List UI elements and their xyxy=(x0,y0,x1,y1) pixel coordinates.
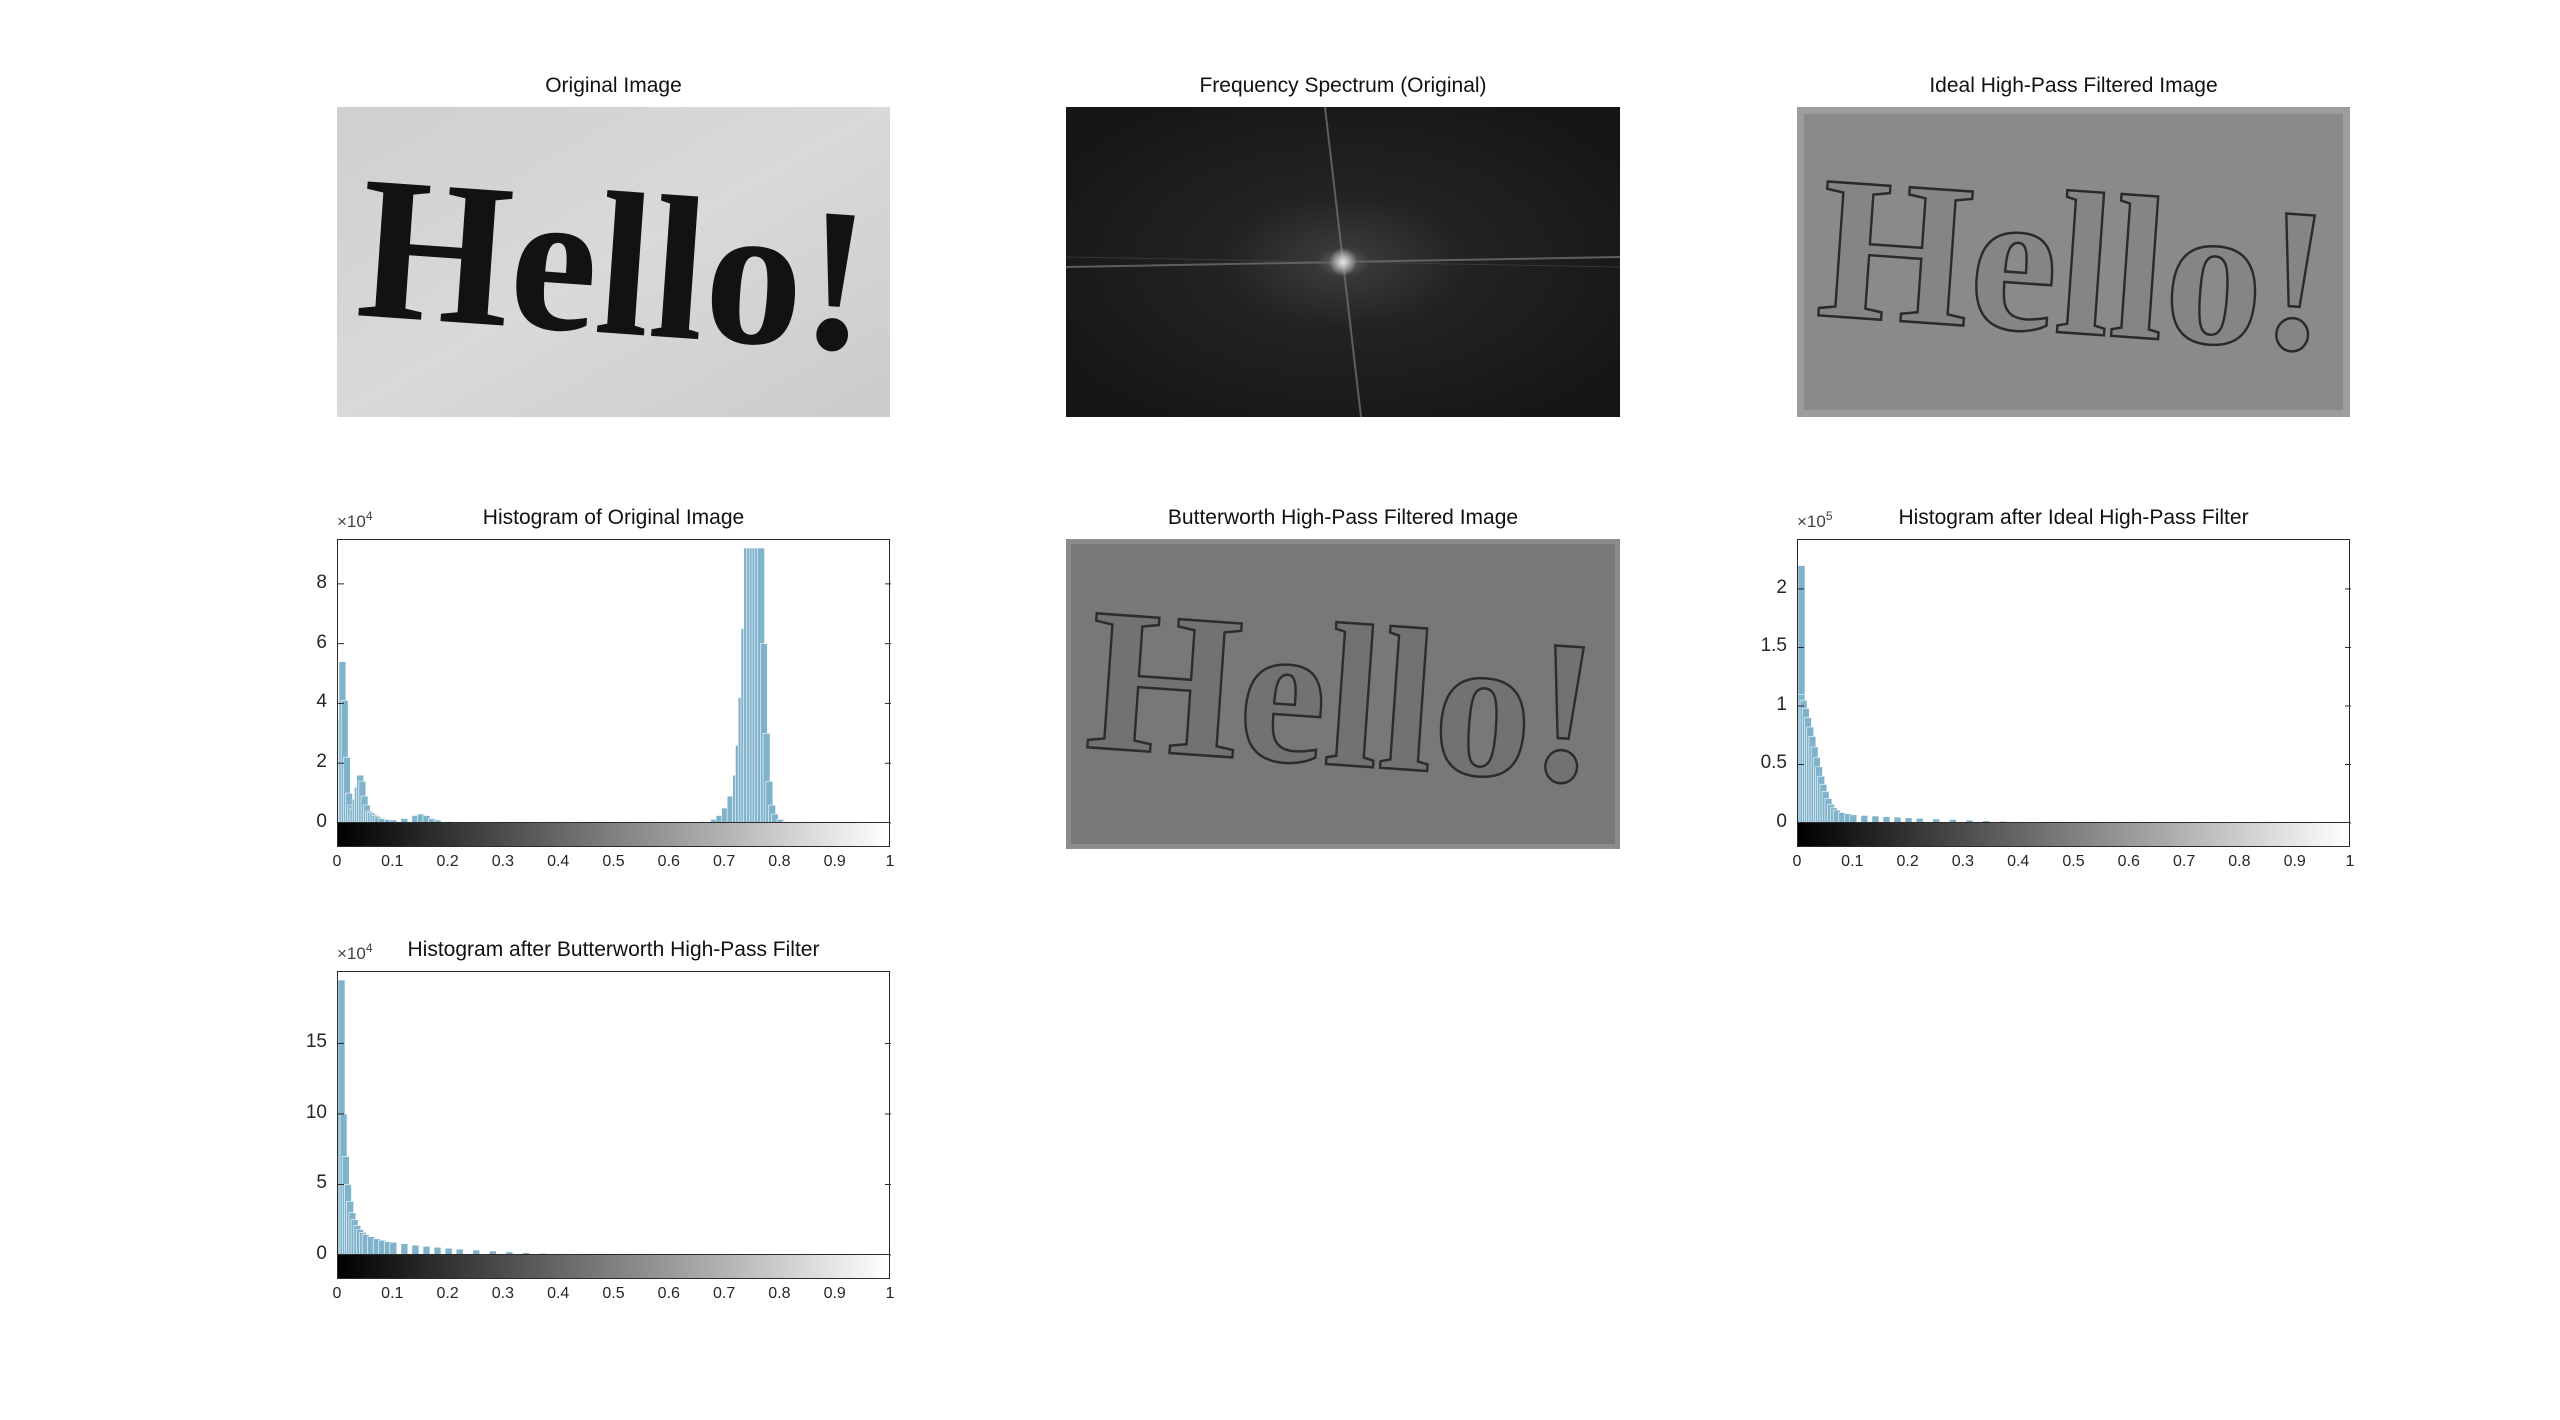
y-tick-label: 6 xyxy=(316,631,327,653)
original-image: Hello! xyxy=(337,107,890,417)
x-tick-label: 0.1 xyxy=(381,1285,404,1302)
x-tick-label: 0.3 xyxy=(491,853,515,870)
y-tick-label: 0 xyxy=(1776,811,1787,832)
y-exponent: ×105 xyxy=(1797,509,1833,531)
x-tick-label: 0.8 xyxy=(768,1285,791,1302)
y-tick-label: 5 xyxy=(316,1172,327,1194)
x-tick-label: 1 xyxy=(885,853,895,870)
x-tick-label: 0.2 xyxy=(436,1285,459,1302)
x-tick-label: 0.5 xyxy=(2062,853,2085,870)
panel-frequency-spectrum: Frequency Spectrum (Original) xyxy=(1066,74,1620,417)
butterworth-filtered-image: Hello! xyxy=(1066,539,1620,849)
x-tick-label: 0.7 xyxy=(712,853,736,870)
x-tick-label: 0.2 xyxy=(436,853,459,870)
x-tick-label: 0 xyxy=(332,1285,342,1302)
y-tick-label: 2 xyxy=(316,751,327,773)
axes xyxy=(337,971,891,1256)
chart-title: Histogram after Butterworth High-Pass Fi… xyxy=(407,938,820,961)
x-tick-label: 0.9 xyxy=(823,853,846,870)
hello-text: Hello! xyxy=(1081,565,1606,827)
x-tick-label: 0.8 xyxy=(2228,853,2251,870)
y-tick-label: 0.5 xyxy=(1760,752,1787,774)
x-tick-label: 0.5 xyxy=(602,1285,625,1302)
panel-original-image: Original Image Hello! xyxy=(337,74,890,417)
panel-ideal-filtered-image: Ideal High-Pass Filtered Image Hello! xyxy=(1797,74,2350,417)
y-tick-label: 0 xyxy=(316,811,327,832)
y-tick-label: 2 xyxy=(1776,576,1787,598)
y-tick-label: 0 xyxy=(316,1243,327,1264)
x-tick-label: 0.3 xyxy=(1951,853,1975,870)
y-tick-label: 10 xyxy=(305,1101,327,1123)
spectrum-image xyxy=(1066,107,1620,417)
x-tick-label: 0.2 xyxy=(1896,853,1919,870)
x-tick-label: 0 xyxy=(332,853,342,870)
chart-title: Histogram after Ideal High-Pass Filter xyxy=(1898,506,2249,529)
x-tick-label: 0 xyxy=(1792,853,1802,870)
panel-title: Ideal High-Pass Filtered Image xyxy=(1929,74,2218,97)
y-tick-label: 4 xyxy=(316,691,327,713)
x-tick-label: 0.6 xyxy=(657,1285,680,1302)
x-tick-label: 0.9 xyxy=(823,1285,846,1302)
x-tick-label: 1 xyxy=(2345,853,2355,870)
panel-butterworth-filtered-image: Butterworth High-Pass Filtered Image Hel… xyxy=(1066,506,1620,849)
hello-text: Hello! xyxy=(1812,134,2337,396)
x-tick-label: 1 xyxy=(885,1285,895,1302)
chart-title: Histogram of Original Image xyxy=(482,506,745,529)
histogram-ideal: Histogram after Ideal High-Pass Filter ×… xyxy=(1761,506,2355,870)
panel-title: Original Image xyxy=(545,74,682,97)
axes xyxy=(1797,539,2351,824)
x-tick-label: 0.1 xyxy=(381,853,404,870)
colorbar xyxy=(337,822,890,847)
histogram-butterworth: Histogram after Butterworth High-Pass Fi… xyxy=(306,938,895,1302)
histogram-original: Histogram of Original Image ×104 0 2 4 6 8 0… xyxy=(316,506,894,870)
x-tick-label: 0.6 xyxy=(657,853,680,870)
colorbar xyxy=(337,1254,890,1279)
x-tick-label: 0.9 xyxy=(2283,853,2306,870)
y-exponent: ×104 xyxy=(337,941,373,963)
x-tick-label: 0.1 xyxy=(1841,853,1864,870)
y-tick-label: 1.5 xyxy=(1760,635,1787,657)
x-tick-label: 0.8 xyxy=(768,853,791,870)
y-exponent: ×104 xyxy=(337,509,373,531)
x-tick-label: 0.7 xyxy=(712,1285,736,1302)
y-tick-label: 1 xyxy=(1776,693,1787,715)
colorbar xyxy=(1797,822,2350,847)
hello-text: Hello! xyxy=(352,134,877,396)
x-tick-label: 0.4 xyxy=(2007,853,2030,870)
panel-title: Butterworth High-Pass Filtered Image xyxy=(1167,506,1519,529)
x-tick-label: 0.4 xyxy=(547,853,570,870)
x-tick-label: 0.3 xyxy=(491,1285,515,1302)
axes xyxy=(337,539,891,824)
ideal-filtered-image: Hello! xyxy=(1797,107,2350,417)
y-tick-label: 8 xyxy=(316,571,327,593)
x-tick-label: 0.5 xyxy=(602,853,625,870)
y-tick-label: 15 xyxy=(305,1031,327,1053)
panel-title: Frequency Spectrum (Original) xyxy=(1199,74,1487,97)
x-tick-label: 0.4 xyxy=(547,1285,570,1302)
x-tick-label: 0.6 xyxy=(2117,853,2140,870)
x-tick-label: 0.7 xyxy=(2172,853,2196,870)
